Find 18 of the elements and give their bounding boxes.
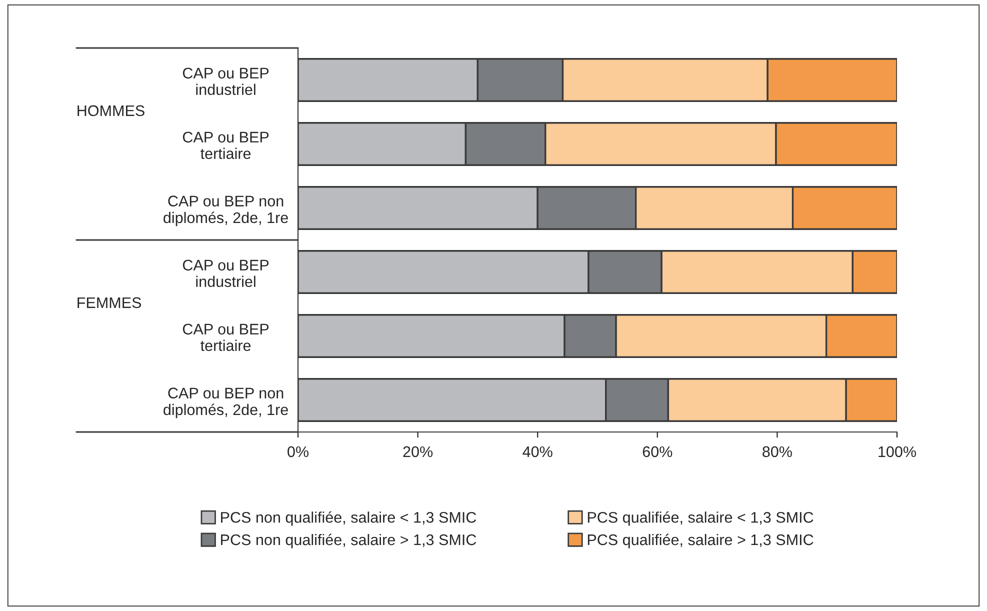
- x-tick-label: 20%: [403, 446, 433, 458]
- text: HOMMES: [78, 105, 144, 116]
- legend-label: PCS non qualifiée, salaire > 1,3 SMIC: [221, 534, 476, 548]
- y-tick-label: CAP ou BEP tertiaire: [182, 132, 269, 160]
- y-tick-label: CAP ou BEP industriel: [182, 68, 269, 96]
- y-tick-label: CAP ou BEP industriel: [182, 260, 269, 288]
- x-tick-label: 80%: [762, 446, 792, 458]
- x-tick-label: 0%: [288, 446, 308, 458]
- x-tick-label: 100%: [878, 446, 916, 458]
- y-tick-label: CAP ou BEP non diplomés, 2de, 1re: [164, 388, 288, 418]
- legend-label: PCS qualifiée, salaire < 1,3 SMIC: [588, 511, 814, 526]
- y-tick-label: CAP ou BEP tertiaire: [182, 324, 269, 352]
- x-tick-label: 40%: [522, 446, 552, 458]
- y-tick-label: CAP ou BEP non diplomés, 2de, 1re: [164, 196, 288, 226]
- text: FEMMES: [78, 297, 142, 308]
- legend-label: PCS qualifiée, salaire > 1,3 SMIC: [588, 534, 814, 548]
- legend-label: PCS non qualifiée, salaire < 1,3 SMIC: [221, 511, 476, 526]
- x-tick-label: 60%: [642, 446, 672, 458]
